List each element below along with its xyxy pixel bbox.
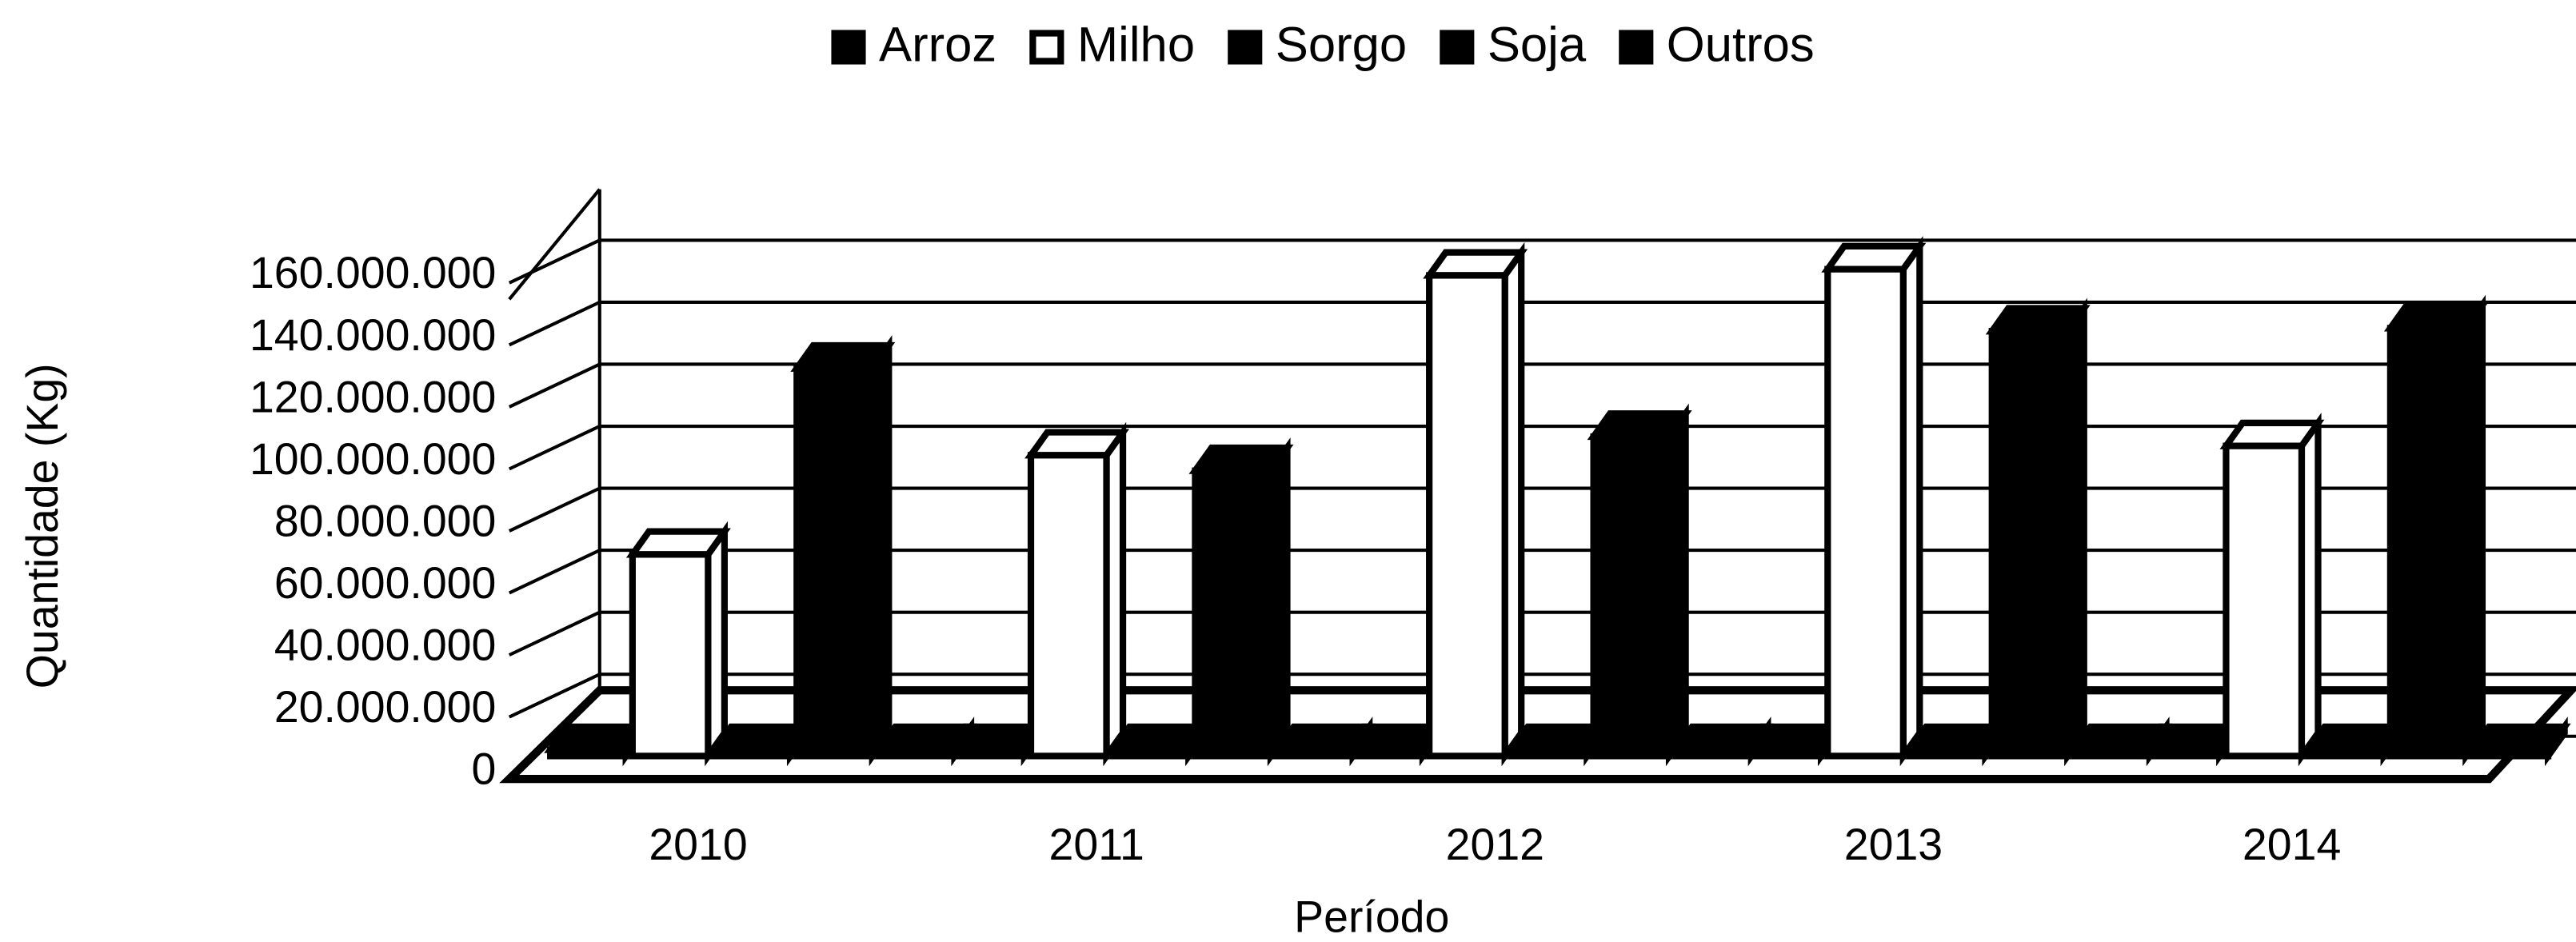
grid-line-side	[508, 362, 601, 409]
bar	[2223, 442, 2306, 760]
bar-top	[1188, 444, 1294, 474]
bar-top	[708, 723, 813, 753]
y-tick-label: 80.000.000	[274, 496, 497, 545]
bar-top	[2383, 301, 2489, 332]
bar	[1742, 746, 1825, 760]
bar-top	[1423, 249, 1528, 279]
y-tick-label: 20.000.000	[274, 682, 497, 732]
bar	[1508, 746, 1591, 760]
bar	[629, 551, 712, 760]
bar-top	[1587, 410, 1692, 441]
bar-top	[1106, 723, 1212, 753]
bar	[1027, 452, 1110, 760]
bar-top	[1504, 723, 1610, 753]
bar	[2140, 746, 2223, 760]
bar	[1192, 467, 1275, 760]
x-tick-label: 2014	[2243, 820, 2341, 869]
left-wall-top	[508, 188, 601, 301]
y-axis-title: Quantidade (Kg)	[18, 363, 67, 689]
bar-top	[1903, 723, 2009, 753]
y-tick-label: 0	[472, 744, 497, 794]
x-axis-title: Período	[1294, 892, 1449, 941]
legend-label: Arroz	[879, 17, 996, 72]
x-tick-label: 2013	[1844, 820, 1943, 869]
x-tick-label: 2010	[649, 820, 747, 869]
bar-top	[2466, 723, 2571, 753]
y-tick-label: 160.000.000	[250, 248, 496, 297]
bar	[2469, 746, 2552, 760]
y-tick-label: 100.000.000	[250, 434, 496, 484]
y-tick-label: 40.000.000	[274, 621, 497, 670]
bar	[711, 746, 794, 760]
bar-top	[625, 528, 731, 558]
legend-label: Sorgo	[1276, 17, 1407, 72]
bar-top	[2302, 723, 2407, 753]
legend-swatch	[1619, 30, 1654, 65]
bar-top	[2137, 723, 2243, 753]
legend-swatch	[1029, 30, 1064, 65]
legend-label: Soja	[1488, 17, 1587, 72]
bar-top	[544, 723, 649, 753]
grid-line-side	[508, 549, 601, 595]
grid-line-side	[508, 610, 601, 657]
bar-top	[942, 723, 1048, 753]
grid-line-side	[508, 673, 601, 719]
grid-line-side	[508, 238, 601, 285]
bar	[2386, 325, 2470, 760]
x-tick-label: 2011	[1049, 820, 1144, 869]
bar	[547, 746, 629, 760]
legend-swatch	[1440, 30, 1475, 65]
bar	[1590, 433, 1673, 760]
bar-top	[1985, 305, 2091, 335]
grid-line-side	[508, 425, 601, 471]
bar	[2305, 746, 2387, 760]
bar-top	[790, 341, 896, 372]
y-tick-label: 60.000.000	[274, 558, 497, 608]
legend-swatch	[831, 30, 866, 65]
bar	[1906, 746, 1989, 760]
bar	[1109, 746, 1192, 760]
bar	[1344, 746, 1427, 760]
grid-line-side	[508, 486, 601, 533]
bar-top	[1340, 723, 1446, 753]
bar-top	[1739, 723, 1844, 753]
y-tick-label: 140.000.000	[250, 310, 496, 360]
bar	[1988, 328, 2071, 760]
legend-label: Milho	[1077, 17, 1195, 72]
bar-top	[1821, 242, 1927, 273]
bar-top	[1024, 429, 1130, 459]
bar	[945, 746, 1028, 760]
y-tick-label: 120.000.000	[250, 372, 496, 421]
x-tick-label: 2012	[1446, 820, 1544, 869]
legend-swatch	[1228, 30, 1263, 65]
grid-line-side	[508, 301, 601, 347]
bar	[1824, 265, 1907, 760]
bar-top	[2219, 419, 2325, 449]
bar	[1426, 272, 1508, 760]
bar	[793, 365, 876, 760]
legend-label: Outros	[1667, 17, 1815, 72]
